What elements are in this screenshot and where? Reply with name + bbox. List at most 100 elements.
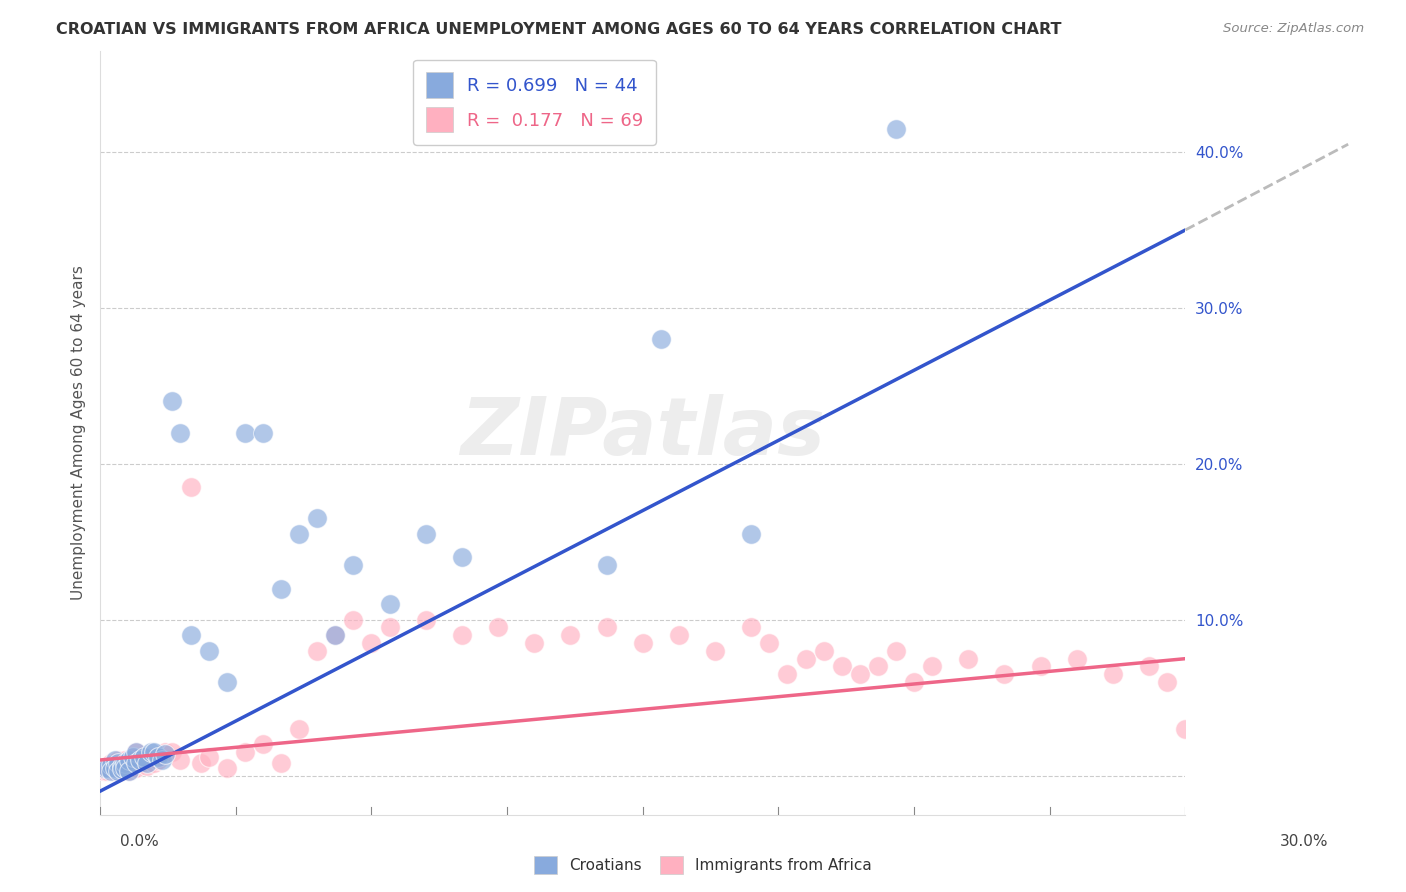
Point: [104, 753, 127, 767]
Point: [107, 756, 129, 771]
Point: [129, 753, 152, 767]
Point: [96, 761, 118, 775]
Point: [288, 722, 311, 736]
Point: [415, 613, 437, 627]
Point: [114, 761, 136, 775]
Point: [190, 756, 212, 771]
Point: [307, 511, 329, 525]
Point: [1029, 659, 1052, 673]
Point: [215, 761, 238, 775]
Text: 0.0%: 0.0%: [120, 834, 159, 848]
Point: [104, 764, 127, 778]
Point: [884, 644, 907, 658]
Point: [169, 425, 191, 440]
Point: [415, 527, 437, 541]
Point: [125, 756, 148, 771]
Point: [215, 675, 238, 690]
Point: [451, 628, 474, 642]
Y-axis label: Unemployment Among Ages 60 to 64 years: Unemployment Among Ages 60 to 64 years: [72, 265, 86, 600]
Point: [107, 764, 129, 778]
Point: [180, 628, 202, 642]
Point: [650, 332, 672, 346]
Point: [111, 763, 134, 777]
Point: [595, 558, 617, 573]
Text: 30.0%: 30.0%: [1281, 834, 1329, 848]
Point: [111, 756, 134, 771]
Point: [1137, 659, 1160, 673]
Point: [740, 527, 762, 541]
Point: [197, 750, 219, 764]
Point: [118, 764, 141, 778]
Point: [993, 667, 1015, 681]
Point: [136, 756, 159, 771]
Point: [921, 659, 943, 673]
Point: [776, 667, 799, 681]
Text: Source: ZipAtlas.com: Source: ZipAtlas.com: [1223, 22, 1364, 36]
Point: [114, 761, 136, 775]
Text: CROATIAN VS IMMIGRANTS FROM AFRICA UNEMPLOYMENT AMONG AGES 60 TO 64 YEARS CORREL: CROATIAN VS IMMIGRANTS FROM AFRICA UNEMP…: [56, 22, 1062, 37]
Point: [129, 756, 152, 771]
Point: [813, 644, 835, 658]
Point: [169, 753, 191, 767]
Point: [288, 527, 311, 541]
Point: [704, 644, 727, 658]
Point: [143, 756, 166, 771]
Point: [758, 636, 780, 650]
Point: [139, 750, 162, 764]
Point: [118, 753, 141, 767]
Point: [342, 558, 364, 573]
Point: [740, 620, 762, 634]
Point: [270, 582, 292, 596]
Point: [378, 597, 401, 611]
Point: [180, 480, 202, 494]
Point: [96, 764, 118, 778]
Point: [342, 613, 364, 627]
Point: [132, 753, 155, 767]
Point: [307, 644, 329, 658]
Point: [100, 763, 122, 777]
Point: [132, 750, 155, 764]
Point: [631, 636, 654, 650]
Point: [100, 764, 122, 778]
Point: [93, 761, 115, 775]
Point: [114, 753, 136, 767]
Point: [107, 753, 129, 767]
Point: [1156, 675, 1178, 690]
Point: [118, 756, 141, 771]
Point: [162, 394, 184, 409]
Point: [486, 620, 509, 634]
Point: [884, 121, 907, 136]
Point: [252, 738, 274, 752]
Point: [595, 620, 617, 634]
Point: [903, 675, 925, 690]
Point: [93, 764, 115, 778]
Point: [136, 759, 159, 773]
Point: [100, 757, 122, 772]
Point: [104, 761, 127, 775]
Legend: R = 0.699   N = 44, R =  0.177   N = 69: R = 0.699 N = 44, R = 0.177 N = 69: [413, 60, 657, 145]
Point: [831, 659, 853, 673]
Point: [849, 667, 872, 681]
Point: [111, 759, 134, 773]
Point: [233, 425, 256, 440]
Point: [125, 745, 148, 759]
Point: [155, 745, 177, 759]
Point: [121, 750, 143, 764]
Point: [668, 628, 690, 642]
Point: [378, 620, 401, 634]
Point: [1102, 667, 1125, 681]
Point: [523, 636, 546, 650]
Point: [96, 759, 118, 773]
Point: [323, 628, 346, 642]
Point: [114, 756, 136, 771]
Point: [451, 550, 474, 565]
Point: [143, 745, 166, 759]
Point: [155, 747, 177, 761]
Point: [794, 651, 817, 665]
Point: [100, 756, 122, 771]
Point: [323, 628, 346, 642]
Point: [866, 659, 889, 673]
Point: [104, 757, 127, 772]
Point: [93, 761, 115, 775]
Point: [125, 745, 148, 759]
